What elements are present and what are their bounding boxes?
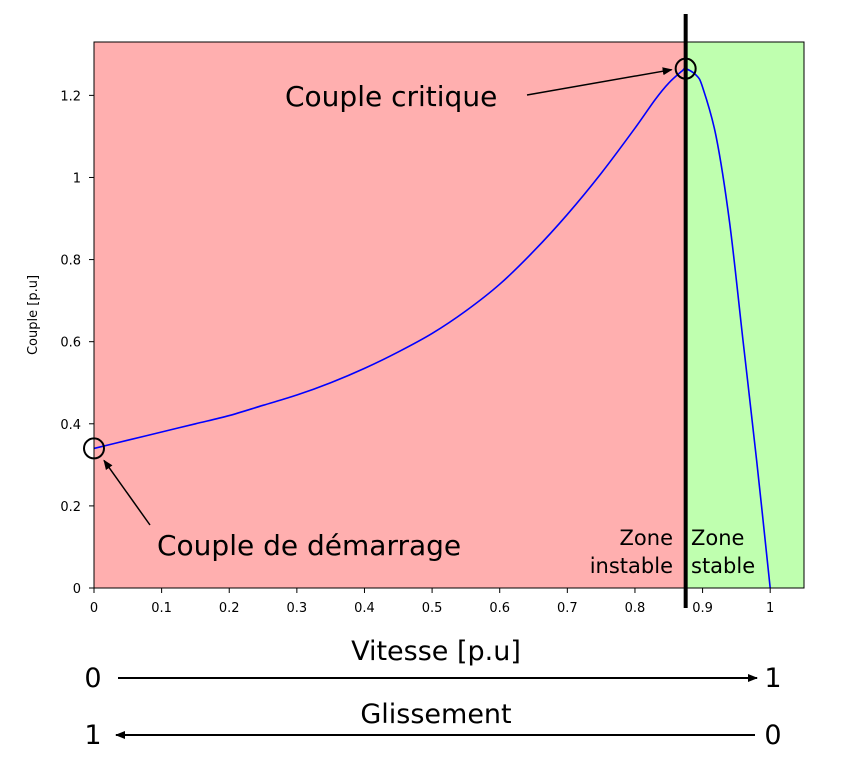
x-tick-label: 0.4 — [354, 601, 375, 616]
zone-stable-label-line2: stable — [691, 554, 755, 578]
starting-torque-label: Couple de démarrage — [157, 529, 461, 562]
zone-instable-label-line2: instable — [590, 554, 673, 578]
x-tick-label: 1 — [766, 601, 774, 616]
x-tick-label: 0 — [90, 601, 98, 616]
x-tick-label: 0.5 — [422, 601, 443, 616]
critical-torque-circle — [674, 57, 697, 80]
x-tick-label: 0.1 — [151, 601, 172, 616]
zone-instable-label-line1: Zone — [620, 526, 673, 550]
axes: 0 0.1 0.2 0.3 0.4 0.5 0.6 0.7 0.8 0.9 1 0 0.2 0.4 0.6 0… — [60, 41, 805, 616]
annotation-markers — [83, 57, 697, 526]
y-tick-label: 0.4 — [60, 418, 81, 433]
zone-instable-region — [94, 42, 686, 588]
x-tick-label: 0.3 — [287, 601, 308, 616]
slip-title: Glissement — [360, 699, 511, 730]
slip-scale-left: 1 — [84, 720, 101, 751]
y-tick-label: 0 — [73, 582, 81, 597]
torque-curve-line-0 — [93, 67, 771, 589]
zone-regions — [94, 42, 804, 588]
y-tick-label: 0.2 — [60, 500, 81, 515]
torque-curve — [93, 67, 771, 589]
y-tick-label: 1.2 — [60, 89, 81, 104]
plot-frame — [93, 41, 805, 589]
x-tick-label: 0.2 — [219, 601, 240, 616]
x-tick-label: 0.7 — [557, 601, 578, 616]
starting-torque-circle — [83, 437, 105, 460]
x-tick-label: 0.8 — [625, 601, 646, 616]
y-axis-title: Couple [p.u] — [26, 275, 41, 355]
slip-scale-right: 0 — [764, 720, 781, 751]
zone-stable-region — [685, 42, 804, 588]
zone-stable-label-line1: Zone — [691, 526, 744, 550]
x-axis-title: Vitesse [p.u] — [351, 636, 521, 667]
critical-torque-label: Couple critique — [285, 80, 497, 113]
speed-scale-right: 1 — [764, 663, 781, 694]
critical-torque-arrow — [526, 67, 673, 96]
y-tick-label: 0.8 — [60, 254, 81, 269]
y-tick-label: 0.6 — [60, 336, 81, 351]
speed-scale-left: 0 — [84, 663, 101, 694]
x-tick-label: 0.6 — [489, 601, 510, 616]
y-tick-label: 1 — [73, 171, 81, 186]
starting-torque-arrow — [103, 459, 151, 526]
x-tick-label: 0.9 — [692, 601, 713, 616]
